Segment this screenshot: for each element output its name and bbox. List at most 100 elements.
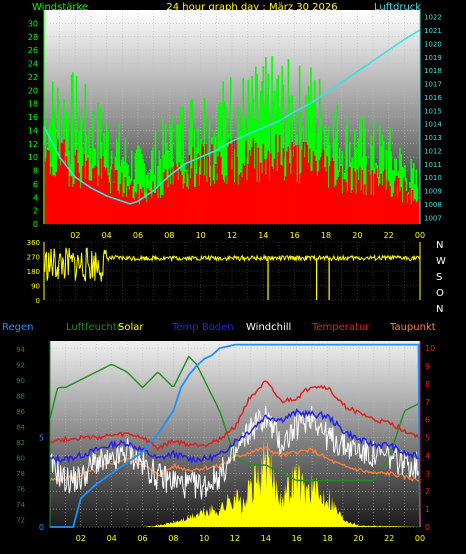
hour-tick-label: 12 [227,231,237,240]
legend-solar: Solar [118,322,144,333]
temperature-tick-label: 4 [425,451,430,460]
legend-windchill: Windchill [246,322,291,333]
wind-tick-label: 0 [33,220,38,229]
legend-regen: Regen [2,322,34,333]
pressure-tick-label: 1015 [424,107,442,115]
wind-tick-label: 2 [33,207,38,216]
humidity-tick-label: 94 [16,346,25,354]
legend-taupunkt: Taupunkt [389,322,436,333]
wind-tick-label: 26 [28,46,38,55]
hour-tick-label: 16 [290,231,300,240]
hour-tick-label: 10 [196,231,206,240]
compass-label: N [436,240,443,251]
wind-tick-label: 30 [28,19,38,28]
hour-tick-label: 22 [384,534,394,543]
weather-panel-series [49,343,421,528]
hour-tick-label: 06 [137,534,147,543]
pressure-tick-label: 1012 [424,147,442,155]
temperature-tick-label: 6 [425,416,430,425]
weather-legend: Regen Luftfeuchte Solar Temp Boden Windc… [2,322,436,333]
windchill-line [49,405,421,500]
hour-tick-label: 14 [261,534,271,543]
compass-label: S [436,272,442,283]
direction-tick-label: 90 [31,283,40,291]
pressure-tick-label: 1020 [424,40,442,48]
wind-tick-label: 18 [28,100,38,109]
compass-label: W [436,256,446,267]
hour-tick-label: 04 [107,534,117,543]
legend-temp-boden: Temp Boden [171,322,234,333]
wind-tick-label: 20 [28,86,38,95]
temperatur-line [49,380,421,451]
pressure-tick-label: 1021 [424,27,442,35]
temperature-tick-label: 9 [425,362,430,371]
temperature-tick-label: 3 [425,469,430,478]
direction-panel-grid [44,241,420,301]
temperature-tick-label: 1 [425,505,430,514]
hour-tick-label: 10 [199,534,209,543]
wind-pressure-panel: 0246810121416182022242628301007100810091… [28,10,442,240]
humidity-tick-label: 78 [16,470,25,478]
pressure-tick-label: 1018 [424,67,442,75]
hour-tick-label: 12 [230,534,240,543]
pressure-tick-label: 1014 [424,121,442,129]
weather-panel: 7274767880828486889092940501234567891002… [16,341,435,543]
direction-tick-label: 0 [36,297,40,305]
direction-tick-label: 360 [27,239,40,247]
legend-temperatur: Temperatur [311,322,370,333]
hour-tick-label: 18 [321,231,331,240]
direction-panel-background [44,242,420,300]
compass-label: O [436,288,444,299]
hour-tick-label: 02 [76,534,86,543]
wind-direction-line [43,247,421,282]
humidity-tick-label: 90 [16,377,25,385]
pressure-tick-label: 1017 [424,81,442,89]
hour-tick-label: 02 [70,231,80,240]
solar-area [50,440,420,527]
wind-tick-label: 8 [33,167,38,176]
pressure-tick-label: 1016 [424,94,442,102]
hour-tick-label: 08 [168,534,178,543]
hour-tick-label: 06 [133,231,143,240]
weather-panel-axes: 7274767880828486889092940501234567891002… [16,341,435,543]
wind-tick-label: 22 [28,73,38,82]
humidity-tick-label: 80 [16,454,25,462]
rain-tick-label: 0 [39,523,44,532]
pressure-tick-label: 1010 [424,174,442,182]
wind-tick-label: 12 [28,140,38,149]
wind-tick-label: 24 [28,60,38,69]
wind-tick-label: 28 [28,33,38,42]
humidity-tick-label: 74 [16,501,25,509]
wind-axis-title: Windstärke [32,2,88,13]
humidity-tick-label: 86 [16,408,25,416]
rain-line [50,343,421,528]
pressure-tick-label: 1022 [424,14,442,22]
temperature-tick-label: 8 [425,380,430,389]
temperature-tick-label: 10 [425,344,435,353]
pressure-axis-title: Luftdruck [374,2,421,13]
wind-panel-series [43,29,421,224]
hour-tick-label: 22 [384,231,394,240]
humidity-tick-label: 72 [16,516,25,524]
hour-tick-label: 14 [258,231,268,240]
temperature-tick-label: 7 [425,398,430,407]
wind-tick-label: 14 [28,126,38,135]
pressure-tick-label: 1008 [424,201,442,209]
hour-tick-label: 20 [353,534,363,543]
pressure-tick-label: 1013 [424,134,442,142]
wind-tick-label: 16 [28,113,38,122]
rain-tick-label: 5 [39,434,44,443]
hour-tick-label: 08 [164,231,174,240]
hour-tick-label: 18 [322,534,332,543]
direction-tick-label: 180 [27,268,40,276]
humidity-tick-label: 92 [16,361,25,369]
pressure-tick-label: 1011 [424,161,442,169]
hour-tick-label: 20 [352,231,362,240]
humidity-tick-label: 88 [16,392,25,400]
compass-label: N [436,304,443,315]
temp-boden-line [49,407,421,465]
direction-tick-label: 270 [27,254,40,262]
